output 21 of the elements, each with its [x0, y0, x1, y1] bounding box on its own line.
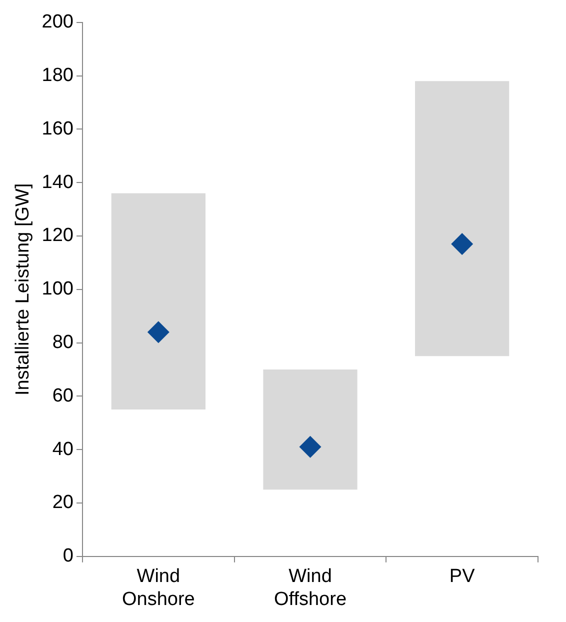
y-tick-label: 40	[52, 438, 74, 460]
x-tick-label: Wind Onshore	[122, 566, 195, 610]
x-tick-label: PV	[449, 566, 476, 588]
y-tick-label: 160	[42, 118, 74, 140]
y-tick-label: 140	[42, 172, 74, 193]
x-tick-label: Wind Offshore	[274, 566, 347, 610]
point	[299, 436, 322, 458]
y-tick-label: 20	[52, 492, 74, 514]
y-tick-label: 180	[42, 65, 74, 86]
y-tick-label: 200	[42, 12, 74, 33]
y-tick-label: 0	[62, 546, 74, 567]
bar	[263, 370, 358, 490]
point	[147, 321, 170, 344]
bar	[415, 81, 510, 356]
bar	[111, 193, 206, 410]
y-tick-label: 100	[42, 278, 74, 300]
y-tick-label: 120	[42, 225, 74, 246]
point	[451, 233, 474, 256]
y-axis-title: Installierte Leistung [GW]	[12, 183, 34, 396]
y-tick-label: 80	[52, 332, 74, 354]
y-tick-label: 60	[52, 385, 74, 406]
